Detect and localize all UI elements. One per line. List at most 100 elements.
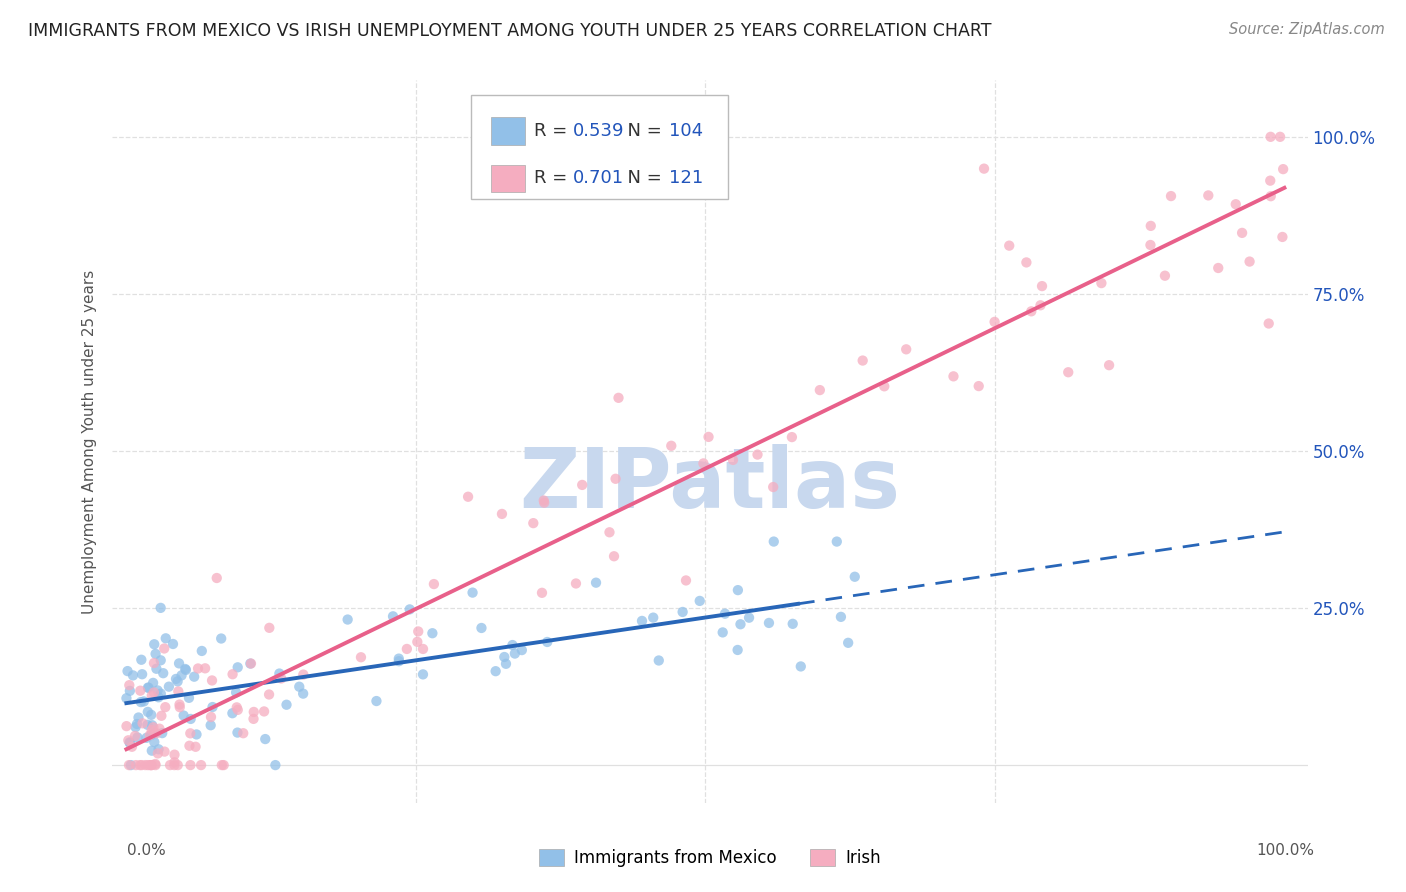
Point bbox=[143, 637, 166, 651]
Point bbox=[169, 698, 191, 712]
Point bbox=[790, 659, 813, 673]
Text: R =: R = bbox=[534, 122, 574, 140]
Point bbox=[155, 700, 177, 714]
Point bbox=[485, 664, 508, 678]
Point bbox=[180, 712, 202, 726]
Point bbox=[115, 719, 138, 733]
FancyBboxPatch shape bbox=[471, 95, 728, 200]
Point bbox=[491, 507, 513, 521]
Point bbox=[689, 594, 711, 608]
Point bbox=[457, 490, 479, 504]
Text: IMMIGRANTS FROM MEXICO VS IRISH UNEMPLOYMENT AMONG YOUTH UNDER 25 YEARS CORRELAT: IMMIGRANTS FROM MEXICO VS IRISH UNEMPLOY… bbox=[28, 22, 991, 40]
Point bbox=[139, 728, 162, 742]
Point bbox=[470, 621, 492, 635]
Point bbox=[253, 705, 276, 719]
Point bbox=[170, 668, 193, 682]
Point bbox=[1015, 255, 1038, 269]
Point bbox=[675, 574, 697, 588]
Point bbox=[762, 480, 785, 494]
Point bbox=[406, 624, 429, 639]
Point bbox=[226, 703, 249, 717]
Text: R =: R = bbox=[534, 169, 574, 187]
Point bbox=[139, 758, 162, 772]
Point bbox=[533, 493, 555, 508]
Point bbox=[118, 735, 141, 749]
Point bbox=[120, 758, 142, 772]
Text: 0.0%: 0.0% bbox=[127, 843, 166, 858]
Point bbox=[1031, 279, 1053, 293]
Point bbox=[131, 758, 153, 772]
Point bbox=[643, 610, 665, 624]
Point bbox=[169, 700, 191, 714]
Point bbox=[659, 439, 682, 453]
Point bbox=[782, 616, 804, 631]
Point bbox=[1239, 254, 1261, 268]
Point bbox=[136, 758, 159, 772]
Point bbox=[896, 343, 918, 357]
Point bbox=[240, 657, 263, 671]
Point bbox=[122, 668, 145, 682]
Point bbox=[398, 602, 420, 616]
Point bbox=[141, 689, 163, 703]
Point bbox=[131, 667, 153, 681]
Point bbox=[179, 739, 201, 753]
Point bbox=[242, 712, 264, 726]
Point bbox=[825, 534, 848, 549]
Point bbox=[738, 610, 761, 624]
Point bbox=[1098, 358, 1121, 372]
Point bbox=[150, 708, 173, 723]
Point bbox=[153, 745, 176, 759]
Point bbox=[150, 726, 173, 740]
Point bbox=[125, 717, 148, 731]
Point bbox=[200, 710, 222, 724]
Point bbox=[125, 758, 148, 772]
Bar bbox=[491, 117, 524, 145]
Point bbox=[536, 635, 558, 649]
Point bbox=[780, 430, 803, 444]
Point bbox=[179, 758, 201, 772]
Point bbox=[134, 758, 156, 772]
Point bbox=[141, 758, 163, 772]
Point bbox=[395, 642, 418, 657]
Point bbox=[135, 731, 157, 745]
Point bbox=[692, 457, 714, 471]
Point bbox=[142, 685, 165, 699]
Point bbox=[143, 726, 166, 740]
Point bbox=[145, 726, 167, 740]
Point bbox=[129, 683, 152, 698]
Point bbox=[174, 662, 197, 676]
Point bbox=[830, 610, 852, 624]
Point bbox=[145, 662, 167, 676]
Point bbox=[221, 667, 243, 681]
Point bbox=[136, 681, 159, 695]
Text: 121: 121 bbox=[669, 169, 703, 187]
Point bbox=[177, 690, 200, 705]
Point bbox=[153, 641, 176, 656]
Point bbox=[522, 516, 544, 530]
Point bbox=[388, 654, 411, 668]
Point bbox=[167, 684, 190, 698]
Text: ZIPatlas: ZIPatlas bbox=[520, 444, 900, 525]
Point bbox=[730, 617, 752, 632]
Point bbox=[131, 653, 153, 667]
Point bbox=[1057, 365, 1080, 379]
Point bbox=[226, 660, 249, 674]
Point bbox=[149, 653, 172, 667]
Point bbox=[155, 632, 177, 646]
Point bbox=[714, 607, 737, 621]
Point bbox=[603, 549, 626, 564]
Point bbox=[187, 661, 209, 675]
Legend: Immigrants from Mexico, Irish: Immigrants from Mexico, Irish bbox=[533, 842, 887, 874]
Point bbox=[1258, 174, 1281, 188]
Point bbox=[117, 664, 139, 678]
Point bbox=[967, 379, 990, 393]
Point bbox=[148, 690, 170, 705]
Point bbox=[412, 642, 434, 657]
Point bbox=[585, 575, 607, 590]
Point bbox=[225, 685, 247, 699]
Point bbox=[495, 657, 517, 671]
Point bbox=[510, 643, 533, 657]
Point bbox=[501, 638, 523, 652]
Point bbox=[533, 496, 555, 510]
Point bbox=[259, 621, 281, 635]
